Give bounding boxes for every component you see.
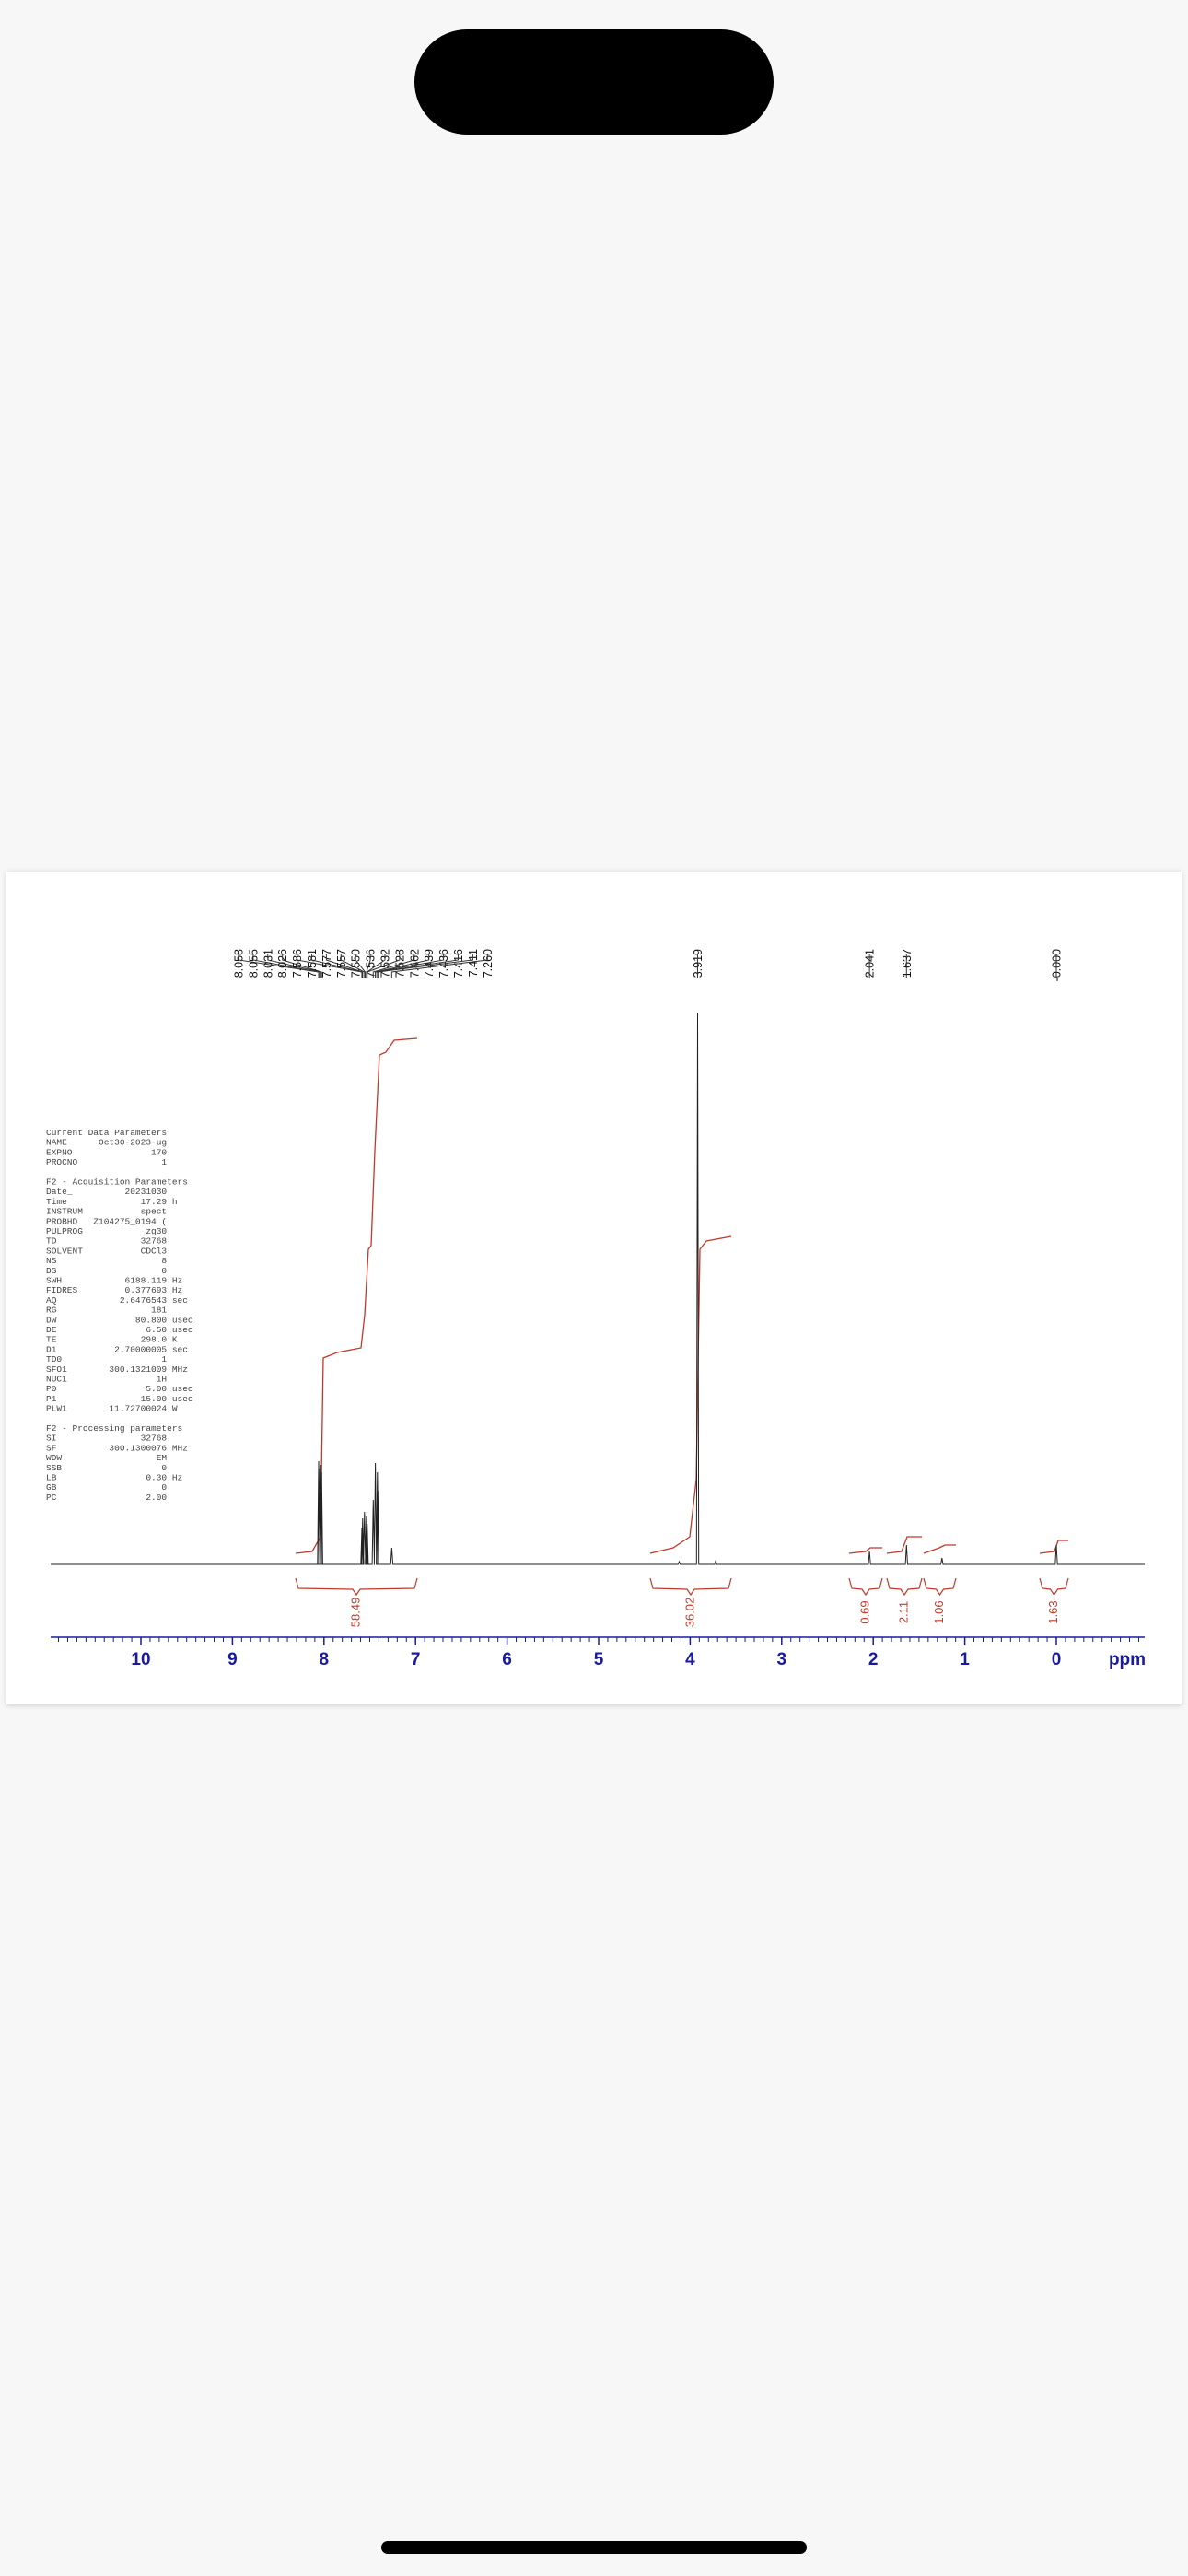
peak-connector <box>367 954 401 978</box>
parameter-line: NS 8 <box>46 1256 167 1266</box>
peak-connector <box>390 954 488 978</box>
parameter-line: GB 0 <box>46 1482 167 1493</box>
parameter-line: Date_ 20231030 <box>46 1187 167 1197</box>
integral-label: 36.02 <box>682 1598 696 1628</box>
parameter-line: P1 15.00 usec <box>46 1394 193 1404</box>
peak-connector <box>372 954 415 978</box>
parameter-line: AQ 2.6476543 sec <box>46 1295 188 1306</box>
integral-label: 58.49 <box>348 1598 362 1628</box>
parameter-line: DE 6.50 usec <box>46 1325 193 1335</box>
peak-connector <box>355 954 367 978</box>
axis-tick-label: 3 <box>777 1650 787 1669</box>
parameter-line: FIDRES 0.377693 Hz <box>46 1285 182 1295</box>
integral-curve <box>848 1547 882 1554</box>
parameter-line: Time 17.29 h <box>46 1197 178 1207</box>
axis-tick-label: 0 <box>1052 1650 1062 1669</box>
integral-curve <box>923 1544 956 1554</box>
peak-label: 7.528 <box>393 949 406 978</box>
axis-tick-label: 9 <box>227 1650 238 1669</box>
parameter-line: DW 80.800 usec <box>46 1315 193 1325</box>
peak-connector <box>325 954 364 978</box>
integral-bracket <box>848 1577 883 1597</box>
peak-label: 7.586 <box>291 949 304 978</box>
parameter-line: NAME Oct30-2023-ug <box>46 1138 167 1148</box>
peak-label: 7.411 <box>467 949 480 977</box>
integral-bracket <box>886 1577 923 1597</box>
parameter-line: PLW1 11.72700024 W <box>46 1404 178 1414</box>
parameter-line: DS 0 <box>46 1266 167 1276</box>
peak-label: 7.536 <box>365 949 378 978</box>
peak-label: 7.581 <box>306 949 319 978</box>
parameter-line: TD0 1 <box>46 1354 167 1364</box>
parameter-line: INSTRUM spect <box>46 1207 167 1217</box>
axis-tick-label: 5 <box>594 1650 604 1669</box>
peak-connector <box>252 954 320 978</box>
peak-label: 7.557 <box>335 949 348 978</box>
integral-curve <box>886 1536 922 1554</box>
parameter-header: F2 - Processing parameters <box>46 1423 182 1434</box>
parameter-line: EXPNO 170 <box>46 1147 167 1157</box>
parameter-header: F2 - Acquisition Parameters <box>46 1177 188 1188</box>
dynamic-island <box>414 29 774 135</box>
parameter-line: PROCNO 1 <box>46 1157 167 1167</box>
spectrum-card <box>6 872 1182 1704</box>
axis-tick-label: 8 <box>320 1650 330 1669</box>
integral-bracket <box>923 1577 957 1597</box>
peak-label: 7.577 <box>320 949 333 978</box>
parameter-line: LB 0.30 Hz <box>46 1473 182 1483</box>
axis-tick-label: 7 <box>411 1650 421 1669</box>
parameter-line: SSB 0 <box>46 1463 167 1473</box>
parameter-line: SOLVENT CDCl3 <box>46 1246 167 1256</box>
peak-label: 8.026 <box>276 949 289 978</box>
parameter-line: SWH 6188.119 Hz <box>46 1276 182 1286</box>
parameter-line: TD 32768 <box>46 1236 167 1247</box>
integral-label: 1.06 <box>932 1600 946 1623</box>
peak-label: 7.260 <box>482 949 495 978</box>
parameter-line: D1 2.70000005 sec <box>46 1344 188 1354</box>
parameter-line: P0 5.00 usec <box>46 1384 193 1394</box>
parameter-line: SI 32768 <box>46 1434 167 1444</box>
axis-tick-label: 4 <box>685 1650 695 1669</box>
spectrum-trace <box>51 1013 1145 1565</box>
peak-label: 8.058 <box>233 949 246 978</box>
integral-label: 0.69 <box>857 1600 871 1623</box>
peak-connector <box>282 954 322 978</box>
peak-connector <box>375 954 445 978</box>
home-indicator <box>381 2541 807 2554</box>
parameter-header: Current Data Parameters <box>46 1128 167 1138</box>
peak-label: 8.031 <box>262 949 274 978</box>
parameter-line: WDW EM <box>46 1453 167 1463</box>
parameter-line: PROBHD Z104275_0194 ( <box>46 1216 167 1226</box>
axis-tick-label: 10 <box>131 1650 150 1669</box>
parameter-line: NUC1 1H <box>46 1375 167 1385</box>
axis-tick-label: 2 <box>868 1650 879 1669</box>
axis-tick-label: 1 <box>960 1650 970 1669</box>
parameter-line: TE 298.0 K <box>46 1335 178 1345</box>
axis-unit: ppm <box>1109 1650 1146 1669</box>
integral-bracket <box>295 1577 418 1597</box>
integral-bracket <box>1039 1577 1069 1597</box>
axis-tick-label: 6 <box>502 1650 512 1669</box>
parameter-line: RG 181 <box>46 1306 167 1316</box>
peak-label: 7.550 <box>350 949 363 978</box>
integral-bracket <box>649 1577 732 1597</box>
peak-connector <box>340 954 366 978</box>
parameter-line: SF 300.1300076 MHz <box>46 1443 188 1453</box>
parameter-line: SFO1 300.1321009 MHz <box>46 1364 188 1375</box>
peak-connector <box>377 954 473 978</box>
parameter-line: PC 2.00 <box>46 1493 167 1503</box>
peak-label: 7.439 <box>423 949 436 978</box>
integral-label: 2.11 <box>896 1601 910 1623</box>
integral-label: 1.63 <box>1046 1600 1060 1623</box>
parameter-line: PULPROG zg30 <box>46 1226 167 1236</box>
peak-label: 8.055 <box>247 949 260 978</box>
